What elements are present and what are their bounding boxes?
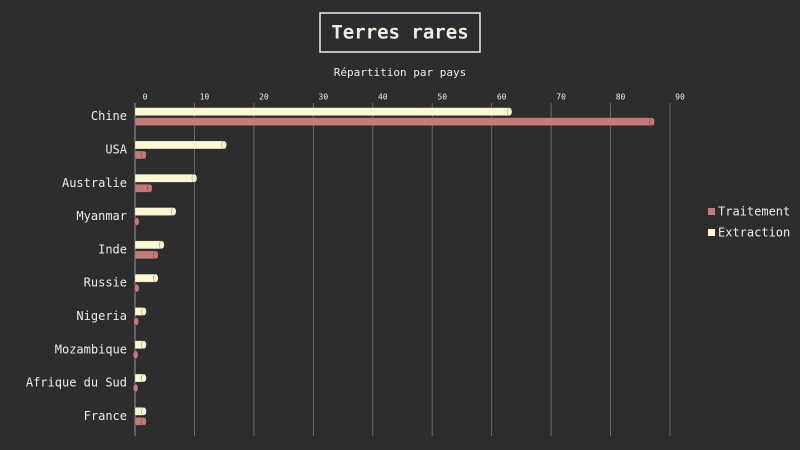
x-tick-label: 0 [143,93,148,102]
x-tick-label: 60 [497,93,507,102]
y-tick-label: Myanmar [76,209,127,223]
x-tick-label: 40 [378,93,388,102]
y-tick-label: Nigeria [76,309,127,323]
y-tick-label: Australie [62,176,127,190]
bar [134,273,157,283]
bar [134,117,653,126]
y-tick-label: USA [105,142,127,156]
chart-title: Terres rares [331,22,468,44]
bar-cap [132,350,139,359]
bar-cap [153,250,159,260]
bar-cap [141,307,147,316]
legend-label: Extraction [718,226,790,240]
x-tick-label: 10 [200,93,210,102]
bar [134,207,174,216]
bar-cap [141,340,147,349]
bar-cap [159,240,165,250]
title-box [319,12,481,53]
x-tick-label: 80 [616,93,626,102]
chart-subtitle: Répartition par pays [334,66,466,79]
y-tick-label: Chine [91,109,127,123]
bar [134,174,195,183]
y-tick-label: Inde [98,242,127,256]
bar-cap [221,140,227,150]
bar-cap [147,184,153,193]
bar-cap [191,174,198,183]
bar [134,250,157,260]
bar-cap [133,317,139,326]
x-tick-label: 50 [437,93,447,102]
y-tick-label: Russie [84,276,127,290]
bar-cap [141,407,147,416]
bar-cap [170,207,177,216]
bar-cap [132,383,139,393]
bar [134,240,162,250]
x-tick-label: 30 [319,93,329,102]
bar-cap [134,217,140,226]
y-tick-label: Afrique du Sud [26,376,127,390]
bar-cap [141,417,147,426]
legend-swatch [708,229,715,236]
bar [134,107,510,116]
x-tick-label: 70 [556,93,566,102]
x-tick-label: 90 [675,93,685,102]
bar-cap [141,150,147,160]
bar-cap [506,107,513,116]
legend-swatch [708,208,715,215]
bar-cap [153,273,159,283]
y-tick-label: Mozambique [55,342,127,356]
x-tick-label: 20 [259,93,269,102]
bar-cap [649,117,655,126]
bar-cap [134,283,140,293]
y-tick-label: France [84,409,127,423]
legend-label: Traitement [718,205,790,219]
bar-cap [141,373,147,383]
bar [134,140,225,150]
